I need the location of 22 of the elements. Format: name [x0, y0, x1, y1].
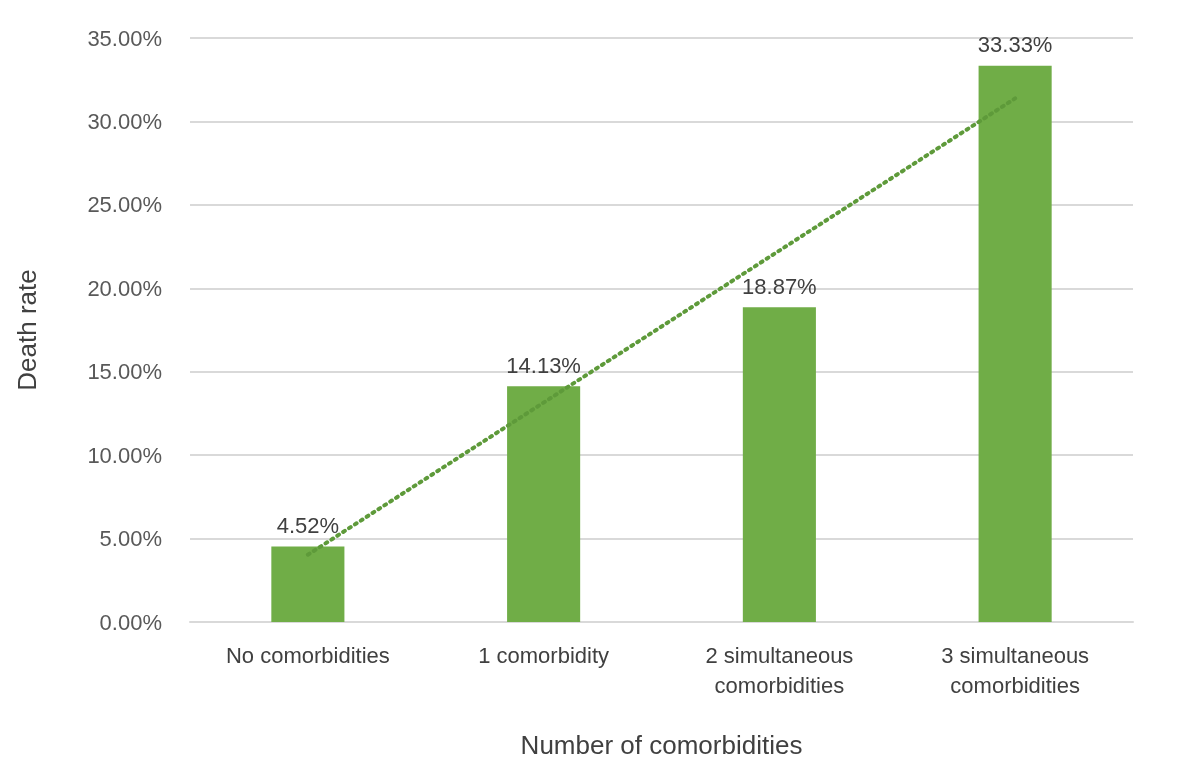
x-tick-label: 2 simultaneous comorbidities [705, 642, 854, 698]
y-tick-label: 20.00% [87, 275, 162, 301]
data-label: 33.33% [977, 32, 1053, 58]
x-tick-label: 3 simultaneous comorbidities [941, 642, 1090, 698]
data-label: 14.13% [506, 352, 581, 378]
bar [978, 65, 1052, 622]
y-tick-label: 10.00% [87, 442, 162, 468]
x-axis-title: Number of comorbidities [520, 730, 803, 760]
y-tick-label: 30.00% [87, 108, 162, 134]
y-tick-label: 5.00% [99, 526, 162, 552]
y-tick-label: 25.00% [87, 192, 162, 218]
y-tick-label: 0.00% [99, 609, 162, 635]
bar [271, 546, 345, 622]
y-tick-label: 15.00% [87, 359, 162, 385]
bar [742, 307, 816, 622]
data-label: 4.52% [276, 513, 340, 539]
y-tick-label: 35.00% [87, 25, 162, 51]
data-label: 18.87% [742, 273, 817, 299]
x-tick-label: 1 comorbidity [478, 642, 610, 668]
x-tick-label: No comorbidities [225, 642, 390, 668]
bar [507, 386, 581, 622]
y-axis-title: Death rate [12, 269, 42, 391]
